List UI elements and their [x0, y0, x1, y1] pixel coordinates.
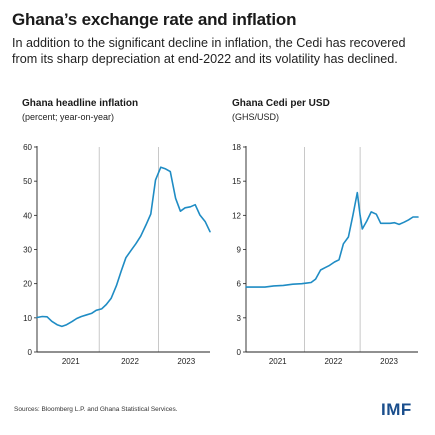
- inflation-y-tick-label: 0: [28, 348, 33, 357]
- cedi-x-tick-label-2023: 2023: [380, 357, 398, 366]
- inflation-y-tick-label: 30: [23, 246, 32, 255]
- cedi-y-tick-label: 0: [237, 348, 242, 357]
- inflation-x-tick-label-2021: 2021: [62, 357, 80, 366]
- inflation-y-tick-label: 60: [23, 143, 32, 152]
- cedi-series-line: [245, 191, 419, 288]
- cedi-y-tick-label: 3: [237, 314, 242, 323]
- inflation-y-tick-label: 20: [23, 280, 32, 289]
- inflation-x-tick-label-2022: 2022: [121, 357, 139, 366]
- inflation-chart-title: Ghana headline inflation: [22, 98, 139, 109]
- cedi-y-tick-label: 9: [237, 246, 242, 255]
- cedi-y-tick-label: 12: [232, 211, 241, 220]
- page-title: Ghana’s exchange rate and inflation: [12, 10, 297, 29]
- cedi-chart: 0 3 6 9 12 15 18 2021 2022 2023: [232, 143, 419, 366]
- inflation-y-tick-label: 50: [23, 177, 32, 186]
- inflation-y-tick-label: 40: [23, 211, 32, 220]
- source-note: Sources: Bloomberg L.P. and Ghana Statis…: [14, 406, 178, 413]
- cedi-y-tick-label: 15: [232, 177, 241, 186]
- page-subtitle: In addition to the significant decline i…: [12, 36, 406, 66]
- inflation-chart: 0 10 20 30 40 50 60 2021 2022 2023: [23, 143, 211, 366]
- imf-logo: IMF: [381, 400, 412, 419]
- cedi-y-tick-label: 6: [237, 280, 242, 289]
- inflation-series-line: [36, 166, 211, 328]
- cedi-chart-title: Ghana Cedi per USD: [232, 98, 330, 109]
- cedi-y-tick-label: 18: [232, 143, 241, 152]
- inflation-x-tick-label-2023: 2023: [177, 357, 195, 366]
- cedi-chart-subtitle: (GHS/USD): [232, 112, 279, 122]
- cedi-x-tick-label-2022: 2022: [324, 357, 342, 366]
- inflation-y-tick-label: 10: [23, 314, 32, 323]
- inflation-chart-subtitle: (percent; year-on-year): [22, 112, 115, 122]
- cedi-x-tick-label-2021: 2021: [269, 357, 287, 366]
